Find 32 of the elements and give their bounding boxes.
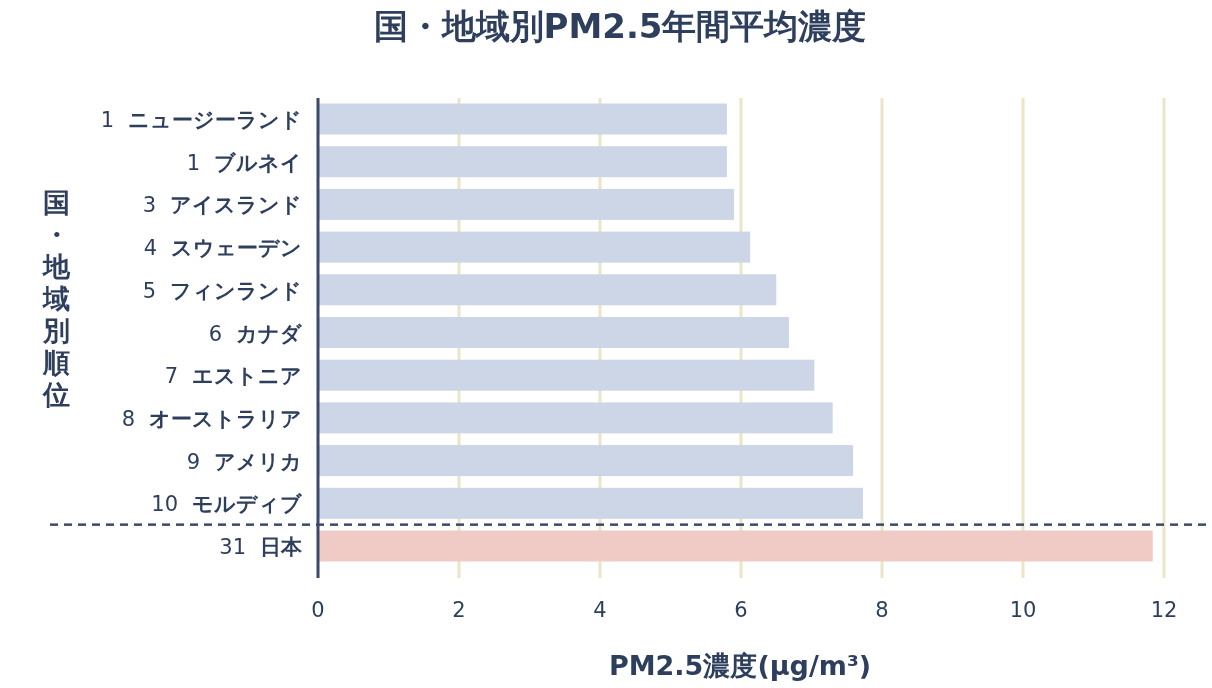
- x-tick-label: 10: [1009, 598, 1037, 622]
- bar: [318, 231, 751, 263]
- x-tick-label: 8: [875, 598, 889, 622]
- chart-title: 国・地域別PM2.5年間平均濃度: [373, 6, 867, 46]
- y-tick-label: 3 アイスランド: [142, 193, 302, 218]
- x-tick-label: 12: [1150, 598, 1178, 622]
- x-tick-label: 2: [452, 598, 466, 622]
- bar: [318, 445, 854, 477]
- bar: [318, 274, 777, 306]
- y-tick-label: 1 ブルネイ: [186, 150, 302, 175]
- bar: [318, 103, 727, 135]
- x-tick-label: 6: [734, 598, 748, 622]
- x-axis-title: PM2.5濃度(μg/m³): [608, 650, 872, 681]
- y-axis-title: 国・地域別順位: [41, 187, 71, 410]
- y-tick-label: 10 モルディブ: [151, 492, 303, 517]
- y-tick-label: 7 エストニア: [164, 364, 302, 389]
- x-tick-label: 0: [311, 598, 325, 622]
- y-tick-label: 1 ニュージーランド: [100, 108, 302, 132]
- y-tick-label: 4 スウェーデン: [143, 236, 302, 261]
- y-tick-label: 6 カナダ: [208, 321, 302, 346]
- y-tick-label: 8 オーストラリア: [121, 406, 302, 431]
- y-tick-label: 31 日本: [219, 535, 303, 559]
- bar: [318, 188, 734, 220]
- bar: [318, 146, 727, 178]
- bar: [318, 530, 1153, 562]
- x-tick-label: 4: [593, 598, 607, 622]
- bar: [318, 317, 789, 348]
- bar: [318, 487, 863, 519]
- y-tick-label: 9 アメリカ: [186, 449, 302, 474]
- bar: [318, 359, 815, 391]
- bar: [318, 402, 833, 434]
- y-tick-label: 5 フィンランド: [142, 278, 302, 303]
